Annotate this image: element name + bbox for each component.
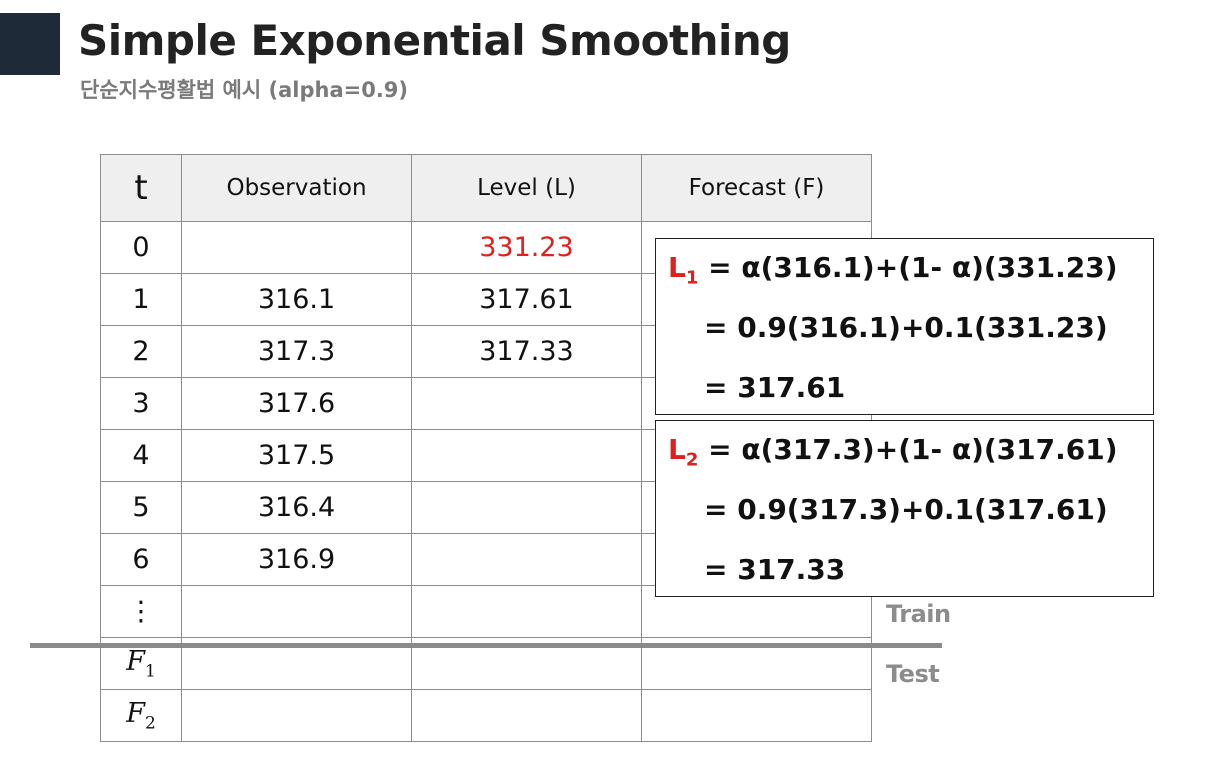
cell-level: [411, 377, 642, 430]
cell-forecast-step: F2: [100, 689, 182, 742]
calc-box-l2: L2 = α(317.3)+(1- α)(317.61) = 0.9(317.3…: [655, 420, 1154, 597]
cell-level-initial: 331.23: [411, 221, 642, 274]
cell-empty: [181, 689, 412, 742]
cell-t-ellipsis: ⋮: [100, 585, 182, 638]
calc-l1-symbol: L1: [668, 251, 699, 289]
cell-t: 1: [100, 273, 182, 326]
page-subtitle: 단순지수평활법 예시 (alpha=0.9): [80, 78, 409, 102]
cell-observation: 317.6: [181, 377, 412, 430]
test-label: Test: [886, 660, 940, 688]
cell-level: [411, 481, 642, 534]
calc-l2-substitution: = 0.9(317.3)+0.1(317.61): [704, 493, 1108, 526]
calc-l1-substitution: = 0.9(316.1)+0.1(331.23): [704, 311, 1108, 344]
cell-level: 317.61: [411, 273, 642, 326]
cell-observation: 317.5: [181, 429, 412, 482]
calc-l2-symbol: L2: [668, 433, 699, 471]
cell-level: [411, 585, 642, 638]
page-title: Simple Exponential Smoothing: [78, 16, 791, 65]
cell-t: 5: [100, 481, 182, 534]
cell-observation: [181, 585, 412, 638]
calc-box-l1: L1 = α(316.1)+(1- α)(331.23) = 0.9(316.1…: [655, 238, 1154, 415]
cell-level: [411, 533, 642, 586]
cell-observation: 316.1: [181, 273, 412, 326]
cell-level: [411, 429, 642, 482]
cell-t: 6: [100, 533, 182, 586]
cell-empty: [641, 689, 872, 742]
cell-observation: 316.4: [181, 481, 412, 534]
col-header-observation: Observation: [181, 154, 412, 222]
test-row: F2: [100, 689, 872, 742]
cell-observation: 317.3: [181, 325, 412, 378]
cell-t: 2: [100, 325, 182, 378]
title-accent-block: [0, 13, 60, 75]
cell-level: 317.33: [411, 325, 642, 378]
cell-observation: [181, 221, 412, 274]
calc-l1-formula: L1 = α(316.1)+(1- α)(331.23): [668, 251, 1118, 289]
calc-l2-formula: L2 = α(317.3)+(1- α)(317.61): [668, 433, 1118, 471]
train-test-divider: [30, 643, 942, 648]
col-header-forecast: Forecast (F): [641, 154, 872, 222]
calc-l2-result: = 317.33: [704, 553, 846, 586]
cell-t: 4: [100, 429, 182, 482]
table-header-row: t Observation Level (L) Forecast (F): [100, 154, 872, 222]
cell-t: 0: [100, 221, 182, 274]
col-header-level: Level (L): [411, 154, 642, 222]
cell-t: 3: [100, 377, 182, 430]
calc-l1-result: = 317.61: [704, 371, 846, 404]
train-label: Train: [886, 600, 951, 628]
col-header-t: t: [100, 154, 182, 222]
cell-observation: 316.9: [181, 533, 412, 586]
cell-empty: [411, 689, 642, 742]
